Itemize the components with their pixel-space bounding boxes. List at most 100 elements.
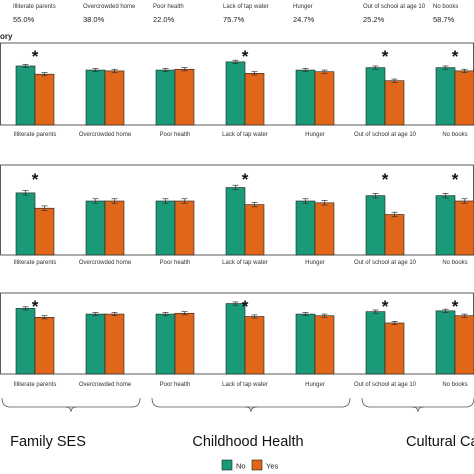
x-tick-label: Hunger xyxy=(305,132,325,138)
legend-swatch-yes xyxy=(251,459,263,471)
bar-no xyxy=(295,69,316,126)
header-category-label: Lack of tap water xyxy=(223,4,269,10)
x-tick-label: Illiterate parents xyxy=(14,132,57,138)
bar-no xyxy=(435,67,456,126)
header-category-label: No books xyxy=(433,4,458,10)
group-bracket-family-ses xyxy=(1,397,141,408)
bar-no xyxy=(225,61,246,126)
group-bracket-family-ses-tip xyxy=(64,406,78,413)
bar-yes xyxy=(384,322,405,375)
bar-yes xyxy=(104,200,125,256)
bar-yes xyxy=(174,200,195,256)
bar-yes xyxy=(34,73,55,126)
header-prevalence-value: 22.0% xyxy=(153,15,175,24)
bar-no xyxy=(85,69,106,126)
bar-no xyxy=(85,313,106,375)
group-label-family-ses: Family SES xyxy=(10,434,86,450)
legend-swatch-no xyxy=(221,459,233,471)
significance-asterisk: * xyxy=(242,170,249,189)
group-bracket-cultural xyxy=(361,397,474,408)
bar-no xyxy=(15,192,36,256)
bar-no xyxy=(435,310,456,375)
significance-asterisk: * xyxy=(382,170,389,189)
x-tick-label: Hunger xyxy=(305,260,325,266)
bar-yes xyxy=(314,315,335,375)
panel-header-fragment: ory xyxy=(0,32,13,41)
header-prevalence-value: 25.2% xyxy=(363,15,385,24)
bar-no xyxy=(365,195,386,256)
x-tick-label: No books xyxy=(442,260,467,266)
significance-asterisk: * xyxy=(382,47,389,66)
header-category-label: Hunger xyxy=(293,4,313,10)
header-category-label: Overcrowded home xyxy=(83,4,136,10)
x-tick-label: Lack of tap water xyxy=(222,260,268,266)
bar-yes xyxy=(104,313,125,375)
significance-asterisk: * xyxy=(452,297,459,316)
x-tick-label: Poor health xyxy=(160,382,191,388)
bar-no xyxy=(225,187,246,256)
bar-no xyxy=(85,200,106,256)
bar-yes xyxy=(454,200,474,256)
bar-yes xyxy=(244,204,265,256)
group-label-cultural: Cultural Ca xyxy=(406,434,474,450)
bar-yes xyxy=(454,315,474,375)
bar-yes xyxy=(454,70,474,126)
x-tick-label: Hunger xyxy=(305,382,325,388)
bar-yes xyxy=(314,71,335,126)
header-prevalence-value: 55.0% xyxy=(13,15,35,24)
bar-no xyxy=(15,308,36,375)
bar-yes xyxy=(384,80,405,126)
bar-yes xyxy=(384,214,405,256)
bar-yes xyxy=(34,207,55,256)
significance-asterisk: * xyxy=(382,297,389,316)
x-tick-label: Overcrowded home xyxy=(79,382,132,388)
x-tick-label: Poor health xyxy=(160,132,191,138)
significance-asterisk: * xyxy=(32,47,39,66)
bar-yes xyxy=(244,73,265,126)
significance-asterisk: * xyxy=(452,47,459,66)
x-tick-label: No books xyxy=(442,382,467,388)
significance-asterisk: * xyxy=(242,297,249,316)
bar-no xyxy=(155,69,176,126)
bar-yes xyxy=(244,316,265,375)
bar-no xyxy=(365,311,386,375)
header-category-label: Poor health xyxy=(153,4,184,10)
legend-label-yes: Yes xyxy=(266,462,278,471)
x-tick-label: Illiterate parents xyxy=(14,382,57,388)
bar-yes xyxy=(174,68,195,126)
bar-yes xyxy=(174,312,195,375)
header-category-label: Out of school at age 10 xyxy=(363,4,426,10)
group-bracket-cultural-tip xyxy=(411,406,425,413)
group-label-childhood-health: Childhood Health xyxy=(192,434,303,450)
bar-no xyxy=(435,195,456,256)
significance-asterisk: * xyxy=(452,170,459,189)
x-tick-label: Lack of tap water xyxy=(222,382,268,388)
header-prevalence-value: 24.7% xyxy=(293,15,315,24)
x-tick-label: Out of school at age 10 xyxy=(354,260,417,266)
bar-yes xyxy=(34,316,55,375)
x-tick-label: Lack of tap water xyxy=(222,132,268,138)
header-category-label: Illiterate parents xyxy=(13,4,56,10)
x-tick-label: Illiterate parents xyxy=(14,260,57,266)
significance-asterisk: * xyxy=(32,170,39,189)
x-tick-label: Out of school at age 10 xyxy=(354,132,417,138)
header-prevalence-value: 38.0% xyxy=(83,15,105,24)
legend-label-no: No xyxy=(236,462,246,471)
group-bracket-childhood-health-tip xyxy=(244,406,258,413)
header-prevalence-value: 58.7% xyxy=(433,15,455,24)
significance-asterisk: * xyxy=(32,297,39,316)
bar-no xyxy=(155,200,176,256)
x-tick-label: Out of school at age 10 xyxy=(354,382,417,388)
x-tick-label: No books xyxy=(442,132,467,138)
group-bracket-childhood-health xyxy=(151,397,351,408)
bar-no xyxy=(365,67,386,126)
bar-no xyxy=(295,313,316,375)
bar-no xyxy=(155,313,176,375)
bar-yes xyxy=(104,70,125,126)
x-tick-label: Overcrowded home xyxy=(79,132,132,138)
header-prevalence-value: 75.7% xyxy=(223,15,245,24)
significance-asterisk: * xyxy=(242,47,249,66)
x-tick-label: Poor health xyxy=(160,260,191,266)
bar-no xyxy=(15,65,36,126)
